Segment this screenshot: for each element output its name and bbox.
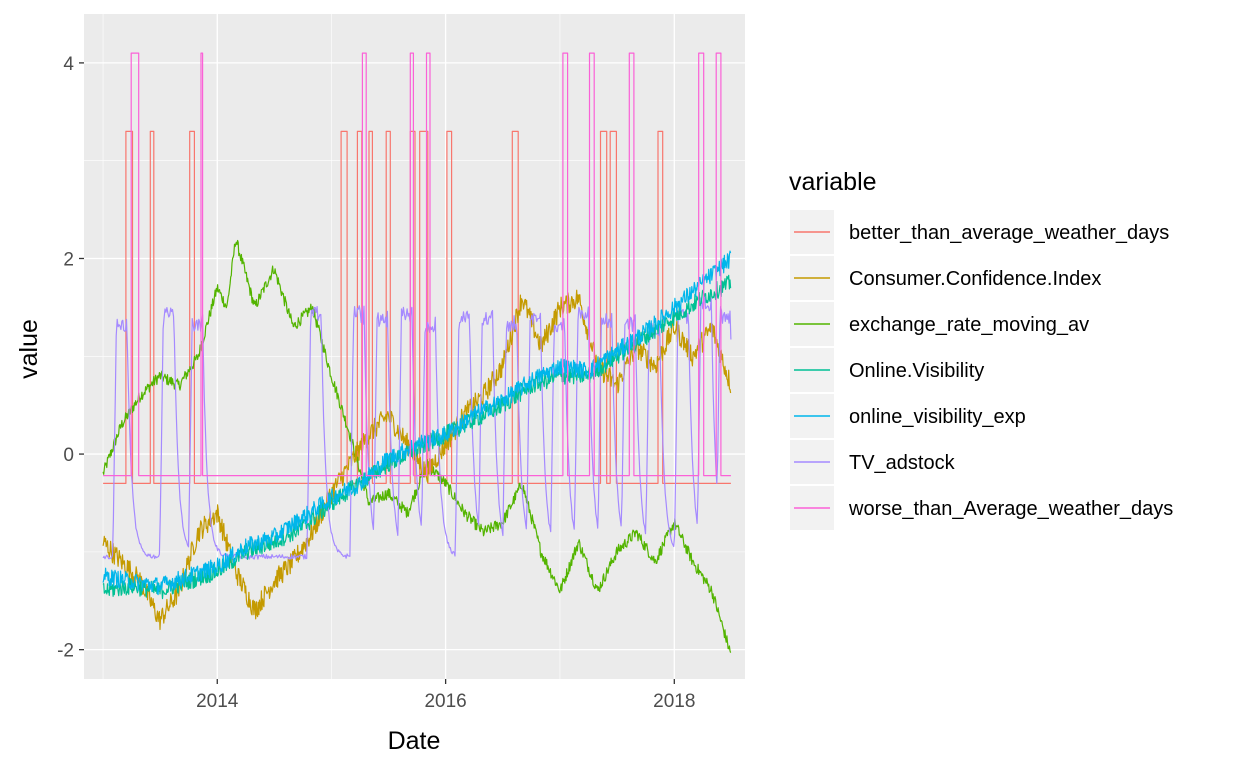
series-line-tv-adstock [102,296,732,560]
legend: variable better_than_average_weather_day… [789,168,1173,530]
x-axis-tick-labels: 2014 2016 2018 [196,679,695,712]
series-line-exchange-rate-moving-av [102,239,732,653]
legend-label: online_visibility_exp [849,406,1026,428]
legend-label: better_than_average_weather_days [849,222,1169,244]
legend-label: exchange_rate_moving_av [849,314,1089,336]
x-tick-label: 2016 [424,691,466,712]
y-axis-tick-labels: -2 0 2 4 [57,54,84,662]
plot-panel [84,14,745,679]
series-line-worse-than-average-weather-days [103,52,731,477]
y-tick-label: 2 [63,249,74,270]
y-axis-title: value [15,319,43,379]
series-line-better-than-average-weather-days [103,130,731,484]
legend-label: TV_adstock [849,452,956,474]
series-line-online-visibility [102,274,732,600]
legend-label: worse_than_Average_weather_days [848,498,1173,520]
legend-label: Online.Visibility [849,360,984,382]
x-tick-label: 2018 [653,691,695,712]
legend-title: variable [789,168,877,196]
series-line-online-visibility-exp [102,250,732,596]
y-tick-label: -2 [57,641,74,662]
y-tick-label: 0 [63,445,74,466]
x-tick-label: 2014 [196,691,239,712]
legend-label: Consumer.Confidence.Index [849,268,1101,290]
x-axis-title: Date [388,727,441,755]
legend-items: better_than_average_weather_days Consumer… [790,210,1173,530]
y-tick-label: 4 [63,54,74,75]
